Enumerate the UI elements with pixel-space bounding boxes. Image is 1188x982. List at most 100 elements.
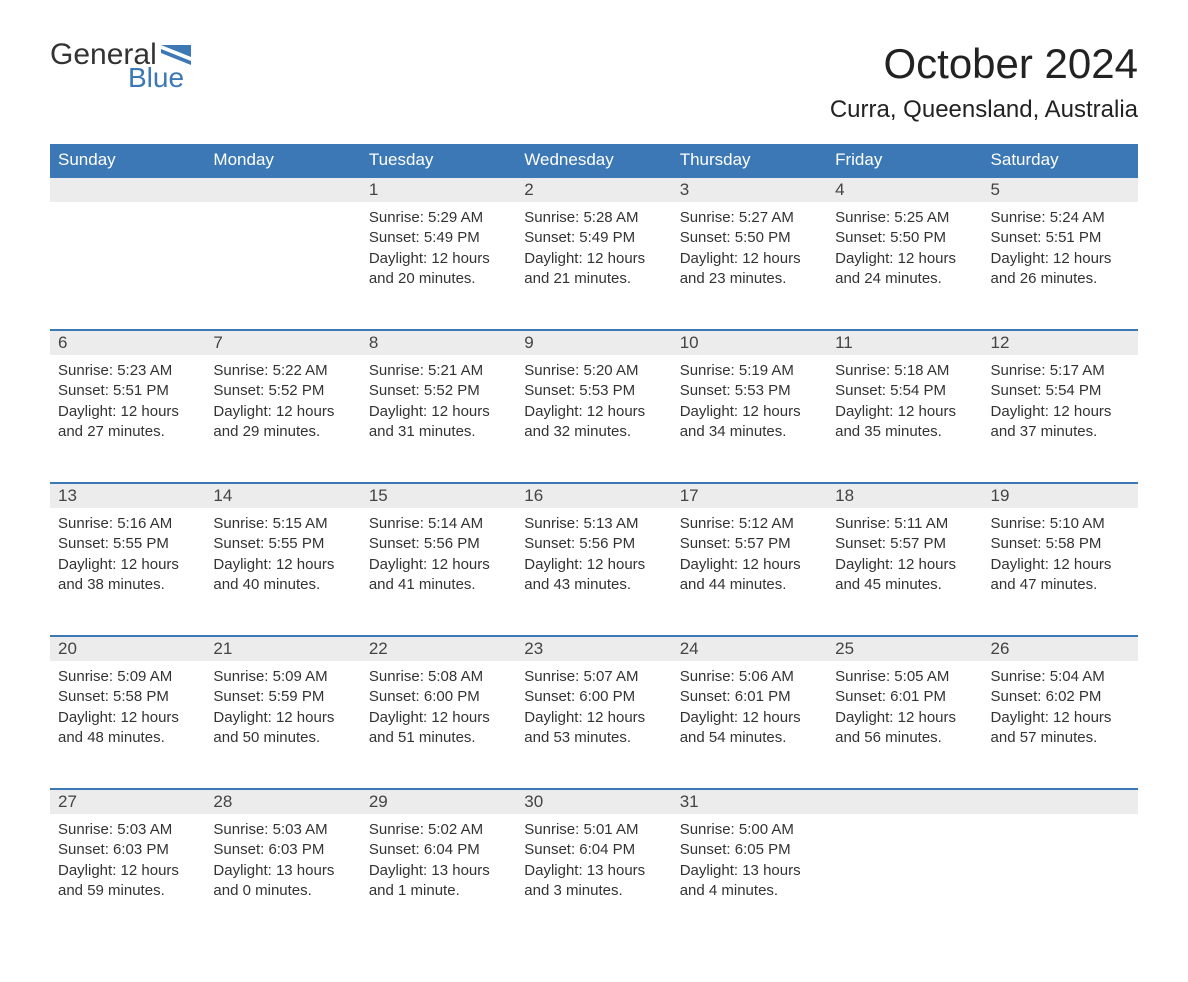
daylight-text: Daylight: 12 hours and 54 minutes.: [680, 708, 819, 749]
day-details: Sunrise: 5:08 AMSunset: 6:00 PMDaylight:…: [361, 661, 516, 789]
day-details: Sunrise: 5:10 AMSunset: 5:58 PMDaylight:…: [983, 508, 1138, 636]
daylight-text: Daylight: 12 hours and 35 minutes.: [835, 402, 974, 443]
day-details: Sunrise: 5:17 AMSunset: 5:54 PMDaylight:…: [983, 355, 1138, 483]
empty-cell: [50, 202, 205, 330]
sunrise-text: Sunrise: 5:04 AM: [991, 667, 1130, 687]
daylight-text: Daylight: 12 hours and 40 minutes.: [213, 555, 352, 596]
daylight-text: Daylight: 12 hours and 23 minutes.: [680, 249, 819, 290]
day-number: 17: [672, 483, 827, 508]
day-header: Monday: [205, 144, 360, 177]
sunset-text: Sunset: 6:05 PM: [680, 840, 819, 860]
day-header: Saturday: [983, 144, 1138, 177]
sunrise-text: Sunrise: 5:19 AM: [680, 361, 819, 381]
daylight-text: Daylight: 12 hours and 51 minutes.: [369, 708, 508, 749]
sunset-text: Sunset: 6:04 PM: [524, 840, 663, 860]
sunset-text: Sunset: 5:57 PM: [835, 534, 974, 554]
daylight-text: Daylight: 13 hours and 4 minutes.: [680, 861, 819, 902]
sunset-text: Sunset: 6:02 PM: [991, 687, 1130, 707]
day-number: 31: [672, 789, 827, 814]
location-text: Curra, Queensland, Australia: [830, 96, 1138, 124]
empty-cell: [50, 177, 205, 202]
day-details: Sunrise: 5:18 AMSunset: 5:54 PMDaylight:…: [827, 355, 982, 483]
day-details: Sunrise: 5:03 AMSunset: 6:03 PMDaylight:…: [50, 814, 205, 942]
day-details: Sunrise: 5:19 AMSunset: 5:53 PMDaylight:…: [672, 355, 827, 483]
day-details: Sunrise: 5:28 AMSunset: 5:49 PMDaylight:…: [516, 202, 671, 330]
day-number: 16: [516, 483, 671, 508]
day-details: Sunrise: 5:03 AMSunset: 6:03 PMDaylight:…: [205, 814, 360, 942]
sunset-text: Sunset: 5:50 PM: [680, 228, 819, 248]
sunrise-text: Sunrise: 5:12 AM: [680, 514, 819, 534]
sunset-text: Sunset: 5:59 PM: [213, 687, 352, 707]
sunset-text: Sunset: 5:50 PM: [835, 228, 974, 248]
sunrise-text: Sunrise: 5:03 AM: [58, 820, 197, 840]
sunset-text: Sunset: 5:54 PM: [991, 381, 1130, 401]
daylight-text: Daylight: 12 hours and 38 minutes.: [58, 555, 197, 596]
daylight-text: Daylight: 12 hours and 21 minutes.: [524, 249, 663, 290]
sunrise-text: Sunrise: 5:06 AM: [680, 667, 819, 687]
day-number: 26: [983, 636, 1138, 661]
day-number: 11: [827, 330, 982, 355]
day-number: 21: [205, 636, 360, 661]
daynum-row: 12345: [50, 177, 1138, 202]
day-details: Sunrise: 5:11 AMSunset: 5:57 PMDaylight:…: [827, 508, 982, 636]
title-block: October 2024 Curra, Queensland, Australi…: [830, 40, 1138, 124]
sunset-text: Sunset: 5:52 PM: [213, 381, 352, 401]
day-number: 13: [50, 483, 205, 508]
sunset-text: Sunset: 6:03 PM: [58, 840, 197, 860]
sunrise-text: Sunrise: 5:13 AM: [524, 514, 663, 534]
daynum-row: 13141516171819: [50, 483, 1138, 508]
day-number: 22: [361, 636, 516, 661]
day-header: Tuesday: [361, 144, 516, 177]
day-number: 29: [361, 789, 516, 814]
day-details: Sunrise: 5:29 AMSunset: 5:49 PMDaylight:…: [361, 202, 516, 330]
detail-row: Sunrise: 5:09 AMSunset: 5:58 PMDaylight:…: [50, 661, 1138, 789]
sunrise-text: Sunrise: 5:29 AM: [369, 208, 508, 228]
daylight-text: Daylight: 12 hours and 45 minutes.: [835, 555, 974, 596]
sunrise-text: Sunrise: 5:09 AM: [213, 667, 352, 687]
daylight-text: Daylight: 12 hours and 43 minutes.: [524, 555, 663, 596]
sunrise-text: Sunrise: 5:27 AM: [680, 208, 819, 228]
daynum-row: 20212223242526: [50, 636, 1138, 661]
sunrise-text: Sunrise: 5:21 AM: [369, 361, 508, 381]
sunrise-text: Sunrise: 5:02 AM: [369, 820, 508, 840]
day-details: Sunrise: 5:21 AMSunset: 5:52 PMDaylight:…: [361, 355, 516, 483]
day-number: 9: [516, 330, 671, 355]
day-number: 10: [672, 330, 827, 355]
sunrise-text: Sunrise: 5:10 AM: [991, 514, 1130, 534]
sunrise-text: Sunrise: 5:05 AM: [835, 667, 974, 687]
sunrise-text: Sunrise: 5:22 AM: [213, 361, 352, 381]
detail-row: Sunrise: 5:16 AMSunset: 5:55 PMDaylight:…: [50, 508, 1138, 636]
sunset-text: Sunset: 6:01 PM: [835, 687, 974, 707]
day-number: 3: [672, 177, 827, 202]
logo: General Blue: [50, 40, 191, 92]
sunset-text: Sunset: 6:01 PM: [680, 687, 819, 707]
sunset-text: Sunset: 5:55 PM: [58, 534, 197, 554]
day-details: Sunrise: 5:09 AMSunset: 5:58 PMDaylight:…: [50, 661, 205, 789]
sunset-text: Sunset: 5:51 PM: [991, 228, 1130, 248]
empty-cell: [205, 202, 360, 330]
empty-cell: [983, 789, 1138, 814]
day-details: Sunrise: 5:02 AMSunset: 6:04 PMDaylight:…: [361, 814, 516, 942]
sunrise-text: Sunrise: 5:24 AM: [991, 208, 1130, 228]
day-details: Sunrise: 5:24 AMSunset: 5:51 PMDaylight:…: [983, 202, 1138, 330]
daylight-text: Daylight: 12 hours and 48 minutes.: [58, 708, 197, 749]
day-header: Sunday: [50, 144, 205, 177]
sunset-text: Sunset: 5:56 PM: [524, 534, 663, 554]
daylight-text: Daylight: 12 hours and 50 minutes.: [213, 708, 352, 749]
day-details: Sunrise: 5:13 AMSunset: 5:56 PMDaylight:…: [516, 508, 671, 636]
day-details: Sunrise: 5:14 AMSunset: 5:56 PMDaylight:…: [361, 508, 516, 636]
sunrise-text: Sunrise: 5:18 AM: [835, 361, 974, 381]
sunset-text: Sunset: 5:58 PM: [991, 534, 1130, 554]
day-details: Sunrise: 5:00 AMSunset: 6:05 PMDaylight:…: [672, 814, 827, 942]
sunset-text: Sunset: 6:00 PM: [369, 687, 508, 707]
logo-blue-text: Blue: [128, 64, 184, 92]
empty-cell: [827, 789, 982, 814]
day-header-row: SundayMondayTuesdayWednesdayThursdayFrid…: [50, 144, 1138, 177]
sunset-text: Sunset: 5:51 PM: [58, 381, 197, 401]
day-header: Thursday: [672, 144, 827, 177]
day-details: Sunrise: 5:16 AMSunset: 5:55 PMDaylight:…: [50, 508, 205, 636]
sunrise-text: Sunrise: 5:08 AM: [369, 667, 508, 687]
day-number: 19: [983, 483, 1138, 508]
day-header: Wednesday: [516, 144, 671, 177]
sunset-text: Sunset: 5:53 PM: [524, 381, 663, 401]
